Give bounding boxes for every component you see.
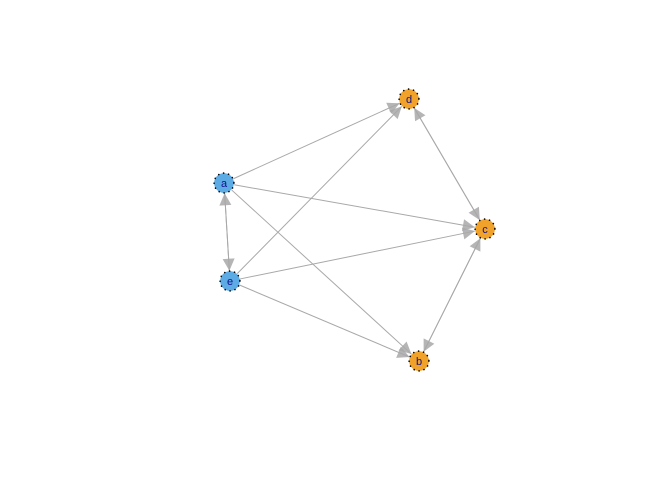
svg-text:a: a bbox=[221, 178, 228, 190]
svg-text:d: d bbox=[406, 94, 412, 106]
svg-text:b: b bbox=[416, 356, 422, 368]
svg-text:c: c bbox=[482, 224, 488, 236]
svg-text:e: e bbox=[227, 276, 233, 288]
